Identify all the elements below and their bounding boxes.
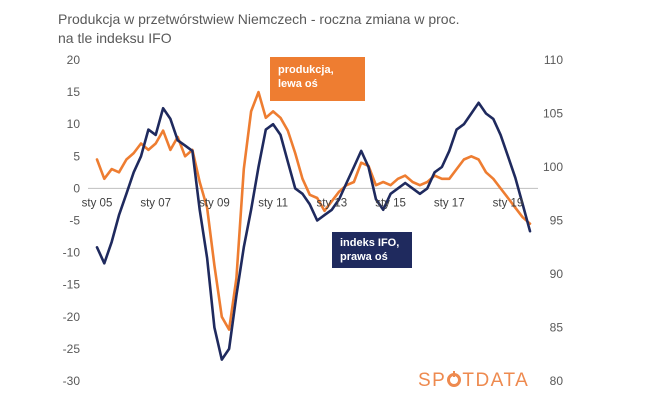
left-axis-tick-label: 0 [73,181,80,195]
x-axis-tick-label: sty 17 [434,197,465,209]
right-axis-tick-label: 85 [550,321,564,335]
left-axis-tick-label: 5 [73,149,80,163]
x-axis-tick-label: sty 11 [258,197,288,209]
chart-title-line-2: na tle indeksu IFO [58,30,172,46]
right-axis-tick-label: 100 [543,160,563,174]
x-axis-tick-label: sty 07 [140,197,171,209]
right-y-axis: 110 105 100 95 90 85 80 [543,53,563,388]
right-axis-tick-label: 110 [544,53,563,67]
x-axis-tick-label: sty 09 [199,197,230,209]
left-axis-tick-label: 15 [67,85,81,99]
production-series-line [95,90,532,331]
left-axis-tick-label: 10 [67,117,81,131]
ifo-series-label: indeks IFO, prawa oś [332,232,412,268]
left-axis-tick-label: -10 [63,246,81,260]
production-label-line-1: produkcja, [278,64,334,76]
logo-text-start: SP [418,370,447,391]
ifo-label-line-1: indeks IFO, [340,237,400,249]
left-axis-tick-label: -15 [63,278,81,292]
series-layer [95,90,532,361]
right-axis-tick-label: 105 [543,107,563,121]
left-axis-tick-label: -30 [63,374,81,388]
production-series-label: produkcja, lewa oś [270,57,365,101]
x-axis-tick-label: sty 15 [375,197,406,209]
production-label-line-2: lewa oś [278,78,318,90]
left-axis-tick-label: -20 [63,310,81,324]
x-axis-tick-label: sty 13 [317,197,348,209]
left-y-axis: 20 15 10 5 0 -5 -10 -15 -20 -25 -30 [63,53,81,388]
chart-title: Produkcja w przetwórstwiew Niemczech - r… [58,10,618,48]
right-axis-tick-label: 80 [550,374,564,388]
chart-title-line-1: Produkcja w przetwórstwiew Niemczech - r… [58,11,460,27]
left-axis-tick-label: -25 [63,342,81,356]
right-axis-tick-label: 95 [550,214,564,228]
left-axis-tick-label: -5 [69,214,80,228]
left-axis-tick-label: 20 [67,53,81,67]
x-axis-tick-label: sty 05 [82,197,113,209]
right-axis-tick-label: 90 [550,267,564,281]
ifo-label-line-2: prawa oś [340,251,388,263]
logo-power-icon [447,371,462,387]
x-axis: sty 05 sty 07 sty 09 sty 11 sty 13 sty 15 sty … [82,197,524,209]
spotdata-logo: SP TDATA [418,370,529,392]
ifo-series-line [95,101,532,361]
logo-text-end: TDATA [462,370,530,391]
x-axis-tick-label: sty 19 [493,197,524,209]
